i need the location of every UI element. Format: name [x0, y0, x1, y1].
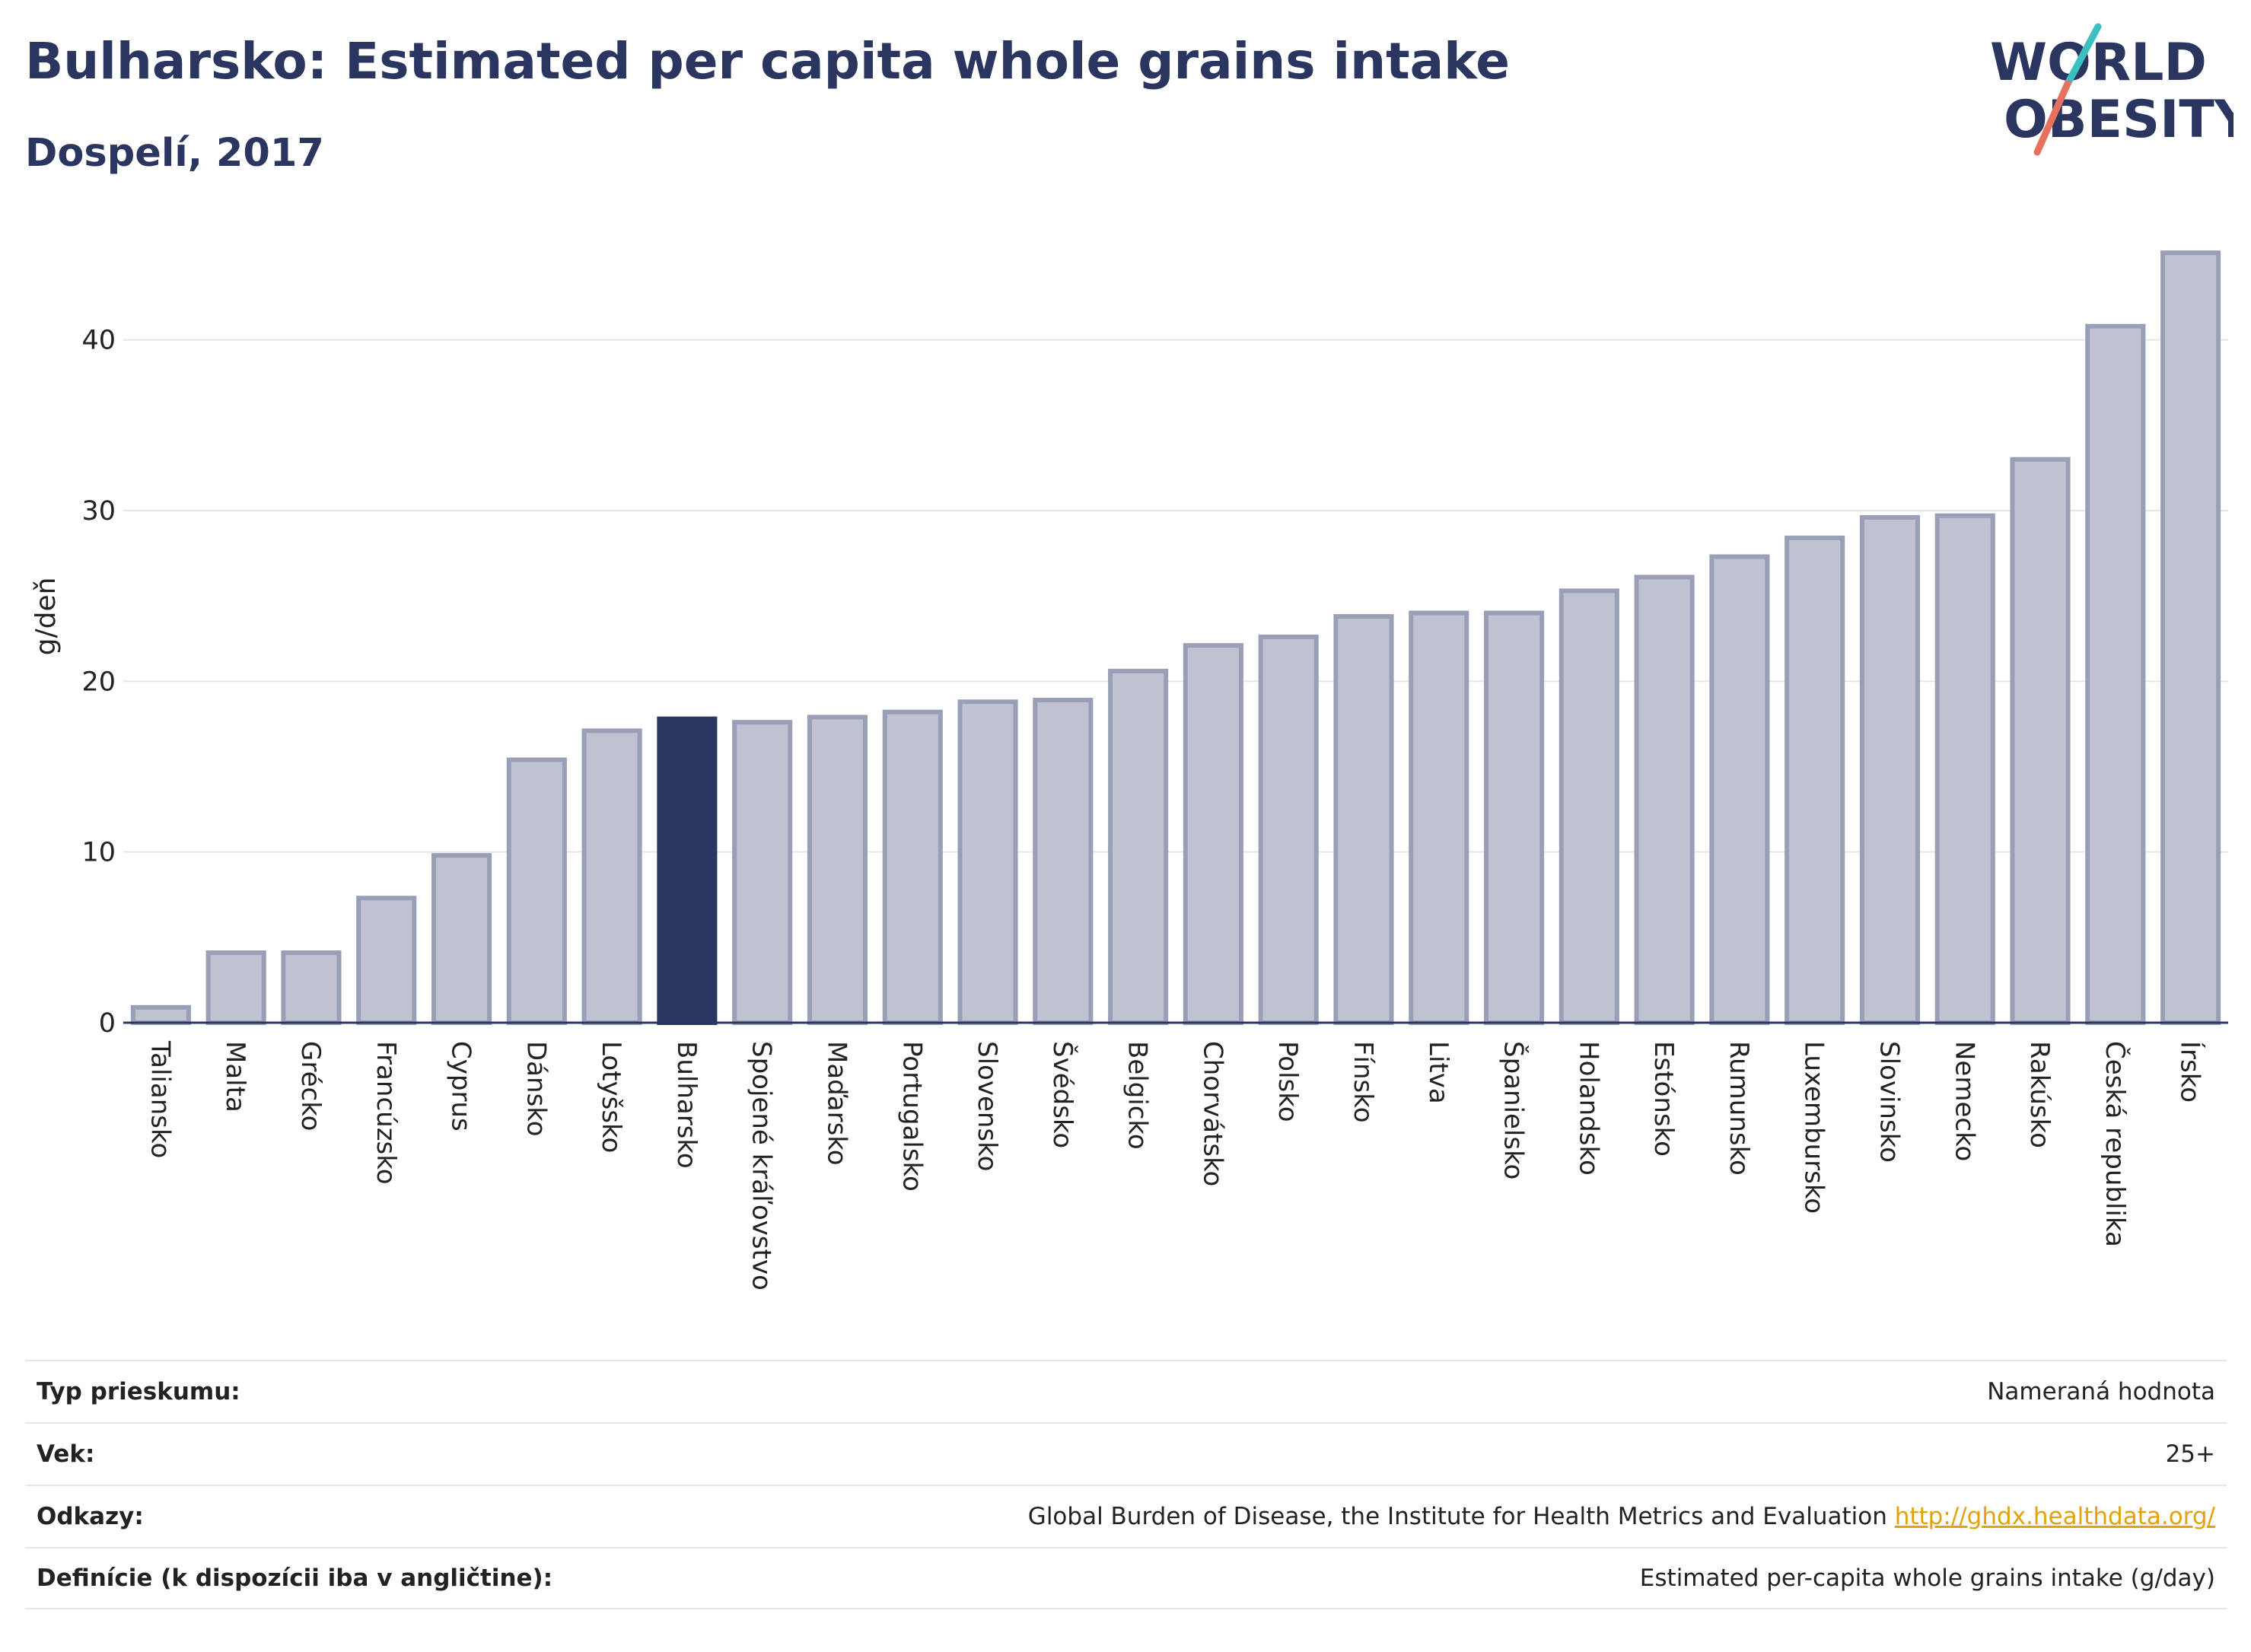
metadata-value: 25+: [2166, 1440, 2215, 1468]
bar-rumunsko: [1709, 554, 1770, 1025]
x-tick-label: Nemecko: [1949, 1041, 1979, 1161]
metadata-key: Definície (k dispozícii iba v angličtine…: [37, 1564, 553, 1592]
bar-lotyšsko: [581, 728, 642, 1026]
bar-bulharsko: [657, 716, 718, 1026]
bar-chorvátsko: [1183, 643, 1243, 1025]
bar-nemecko: [1934, 513, 1995, 1025]
bar-estónsko: [1634, 575, 1695, 1025]
metadata-value: Nameraná hodnota: [1987, 1378, 2215, 1405]
x-tick-label: Rakúsko: [2024, 1041, 2055, 1148]
x-tick-label: Rumunsko: [1724, 1041, 1754, 1176]
x-tick-label: Fínsko: [1348, 1041, 1378, 1123]
metadata-key: Typ prieskumu:: [37, 1378, 240, 1405]
metadata-row: Typ prieskumu: Nameraná hodnota: [25, 1360, 2227, 1422]
x-tick-label: Litva: [1423, 1041, 1453, 1104]
x-tick-label: Taliansko: [145, 1040, 175, 1158]
bar-grécko: [281, 950, 342, 1025]
metadata-key: Odkazy:: [37, 1503, 144, 1530]
metadata-key: Vek:: [37, 1440, 95, 1468]
x-tick-label: Cyprus: [446, 1041, 476, 1132]
bar-slovensko: [957, 699, 1018, 1025]
bar-malta: [205, 950, 266, 1025]
y-tick-label: 40: [81, 326, 116, 356]
bars: [130, 250, 2221, 1026]
y-axis-label: g/deň: [30, 578, 62, 656]
metadata-value-text: Estimated per-capita whole grains intake…: [1639, 1564, 2215, 1592]
bar-cyprus: [431, 853, 492, 1026]
y-tick-label: 30: [81, 496, 116, 527]
bar-spojené-kráľovstvo: [732, 720, 793, 1025]
chart-title: Bulharsko: Estimated per capita whole gr…: [25, 32, 1511, 91]
bar-holandsko: [1559, 588, 1619, 1025]
metadata-value-text: 25+: [2165, 1440, 2215, 1468]
x-tick-label: Malta: [220, 1041, 250, 1112]
x-tick-label: Estónsko: [1648, 1041, 1679, 1157]
x-tick-label: Francúzsko: [371, 1041, 401, 1185]
metadata-table: Typ prieskumu: Nameraná hodnota Vek: 25+ Odk…: [25, 1360, 2227, 1609]
metadata-row: Vek: 25+: [25, 1422, 2227, 1485]
bar-maďarsko: [807, 715, 868, 1026]
metadata-value: Global Burden of Disease, the Institute …: [1028, 1503, 2215, 1530]
x-tick-label: Spojené kráľovstvo: [747, 1041, 777, 1291]
bar-francúzsko: [356, 896, 417, 1025]
bar-chart: 0 10 20 30 40 Taliansko Malta Grécko Francúzsko…: [30, 250, 2228, 1291]
y-axis-ticks: 0 10 20 30 40: [81, 326, 116, 1039]
logo-line-1: WORLD: [1990, 33, 2207, 93]
x-tick-label: Maďarsko: [821, 1041, 852, 1166]
x-tick-label: Portugalsko: [896, 1041, 927, 1192]
x-tick-label: Česká republika: [2100, 1041, 2131, 1247]
bar-rakúsko: [2010, 457, 2071, 1025]
bar-luxembursko: [1785, 535, 1845, 1025]
y-tick-label: 10: [81, 838, 116, 868]
bar-litva: [1409, 610, 1469, 1025]
metadata-value-text: Nameraná hodnota: [1987, 1378, 2215, 1405]
metadata-value: Estimated per-capita whole grains intake…: [1640, 1564, 2215, 1592]
metadata-row: Odkazy: Global Burden of Disease, the Ins…: [25, 1485, 2227, 1547]
bar-portugalsko: [882, 709, 943, 1025]
x-tick-label: Švédsko: [1047, 1041, 1078, 1148]
x-tick-label: Polsko: [1272, 1041, 1303, 1122]
x-tick-label: Slovinsko: [1874, 1041, 1904, 1163]
logo-slash-coral: [2033, 80, 2071, 156]
y-tick-label: 0: [99, 1008, 116, 1039]
bar-fínsko: [1333, 614, 1394, 1025]
bar-česká-republika: [2085, 323, 2146, 1025]
x-tick-label: Írsko: [2175, 1041, 2206, 1103]
bar-polsko: [1258, 634, 1319, 1026]
x-tick-label: Holandsko: [1573, 1041, 1603, 1176]
x-tick-label: Grécko: [295, 1041, 326, 1131]
x-tick-label: Belgicko: [1122, 1041, 1153, 1150]
metadata-row: Definície (k dispozícii iba v angličtine…: [25, 1547, 2227, 1609]
x-tick-label: Luxembursko: [1799, 1041, 1829, 1214]
x-tick-label: Slovensko: [972, 1041, 1002, 1171]
x-tick-label: Lotyšsko: [596, 1041, 626, 1153]
bar-írsko: [2160, 250, 2221, 1026]
bar-dánsko: [506, 757, 567, 1025]
x-axis-labels: Taliansko Malta Grécko Francúzsko Cyprus Dáns…: [145, 1040, 2205, 1291]
logo-slash-teal: [2064, 23, 2102, 88]
source-link[interactable]: http://ghdx.healthdata.org/: [1894, 1503, 2215, 1530]
x-tick-label: Dánsko: [521, 1041, 551, 1137]
bar-belgicko: [1108, 668, 1169, 1026]
metadata-value-text: Global Burden of Disease, the Institute …: [1027, 1503, 1887, 1530]
bar-španielsko: [1483, 610, 1545, 1025]
x-tick-label: Chorvátsko: [1197, 1041, 1227, 1186]
y-tick-label: 20: [81, 667, 116, 697]
x-tick-label: Španielsko: [1498, 1041, 1530, 1179]
x-tick-label: Bulharsko: [671, 1041, 702, 1169]
chart-subtitle: Dospelí, 2017: [25, 131, 324, 176]
bar-taliansko: [130, 1004, 191, 1026]
world-obesity-logo: WORLD OBESITY: [1990, 23, 2233, 156]
bar-švédsko: [1033, 697, 1094, 1025]
bar-slovinsko: [1859, 514, 1921, 1025]
